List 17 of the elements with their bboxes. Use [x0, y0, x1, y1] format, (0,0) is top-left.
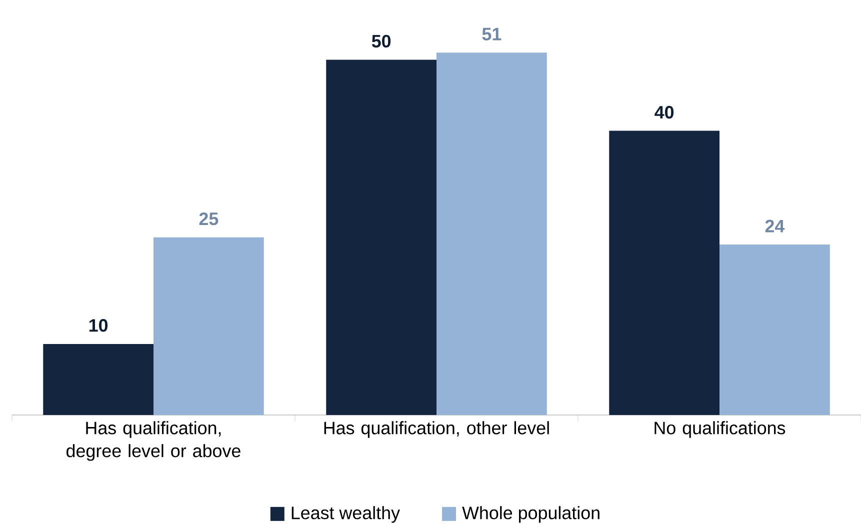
bar	[609, 130, 720, 415]
data-label: 40	[654, 106, 674, 119]
legend-label: Least wealthy	[292, 506, 400, 523]
bar	[326, 60, 437, 415]
data-label: 25	[199, 212, 218, 226]
data-label: 51	[482, 28, 502, 40]
bar	[720, 244, 830, 415]
x-tick-label: Has qualification, degree level or above	[66, 421, 240, 461]
legend-label: Whole population	[462, 506, 600, 523]
data-label: 24	[765, 220, 785, 232]
bar	[154, 237, 264, 415]
bar	[436, 52, 547, 415]
data-label: 10	[89, 319, 108, 332]
x-tick-label: Has qualification, other level	[324, 421, 549, 438]
data-label: 50	[372, 34, 391, 48]
bar	[43, 344, 154, 415]
x-tick-label: No qualifications	[654, 421, 786, 438]
